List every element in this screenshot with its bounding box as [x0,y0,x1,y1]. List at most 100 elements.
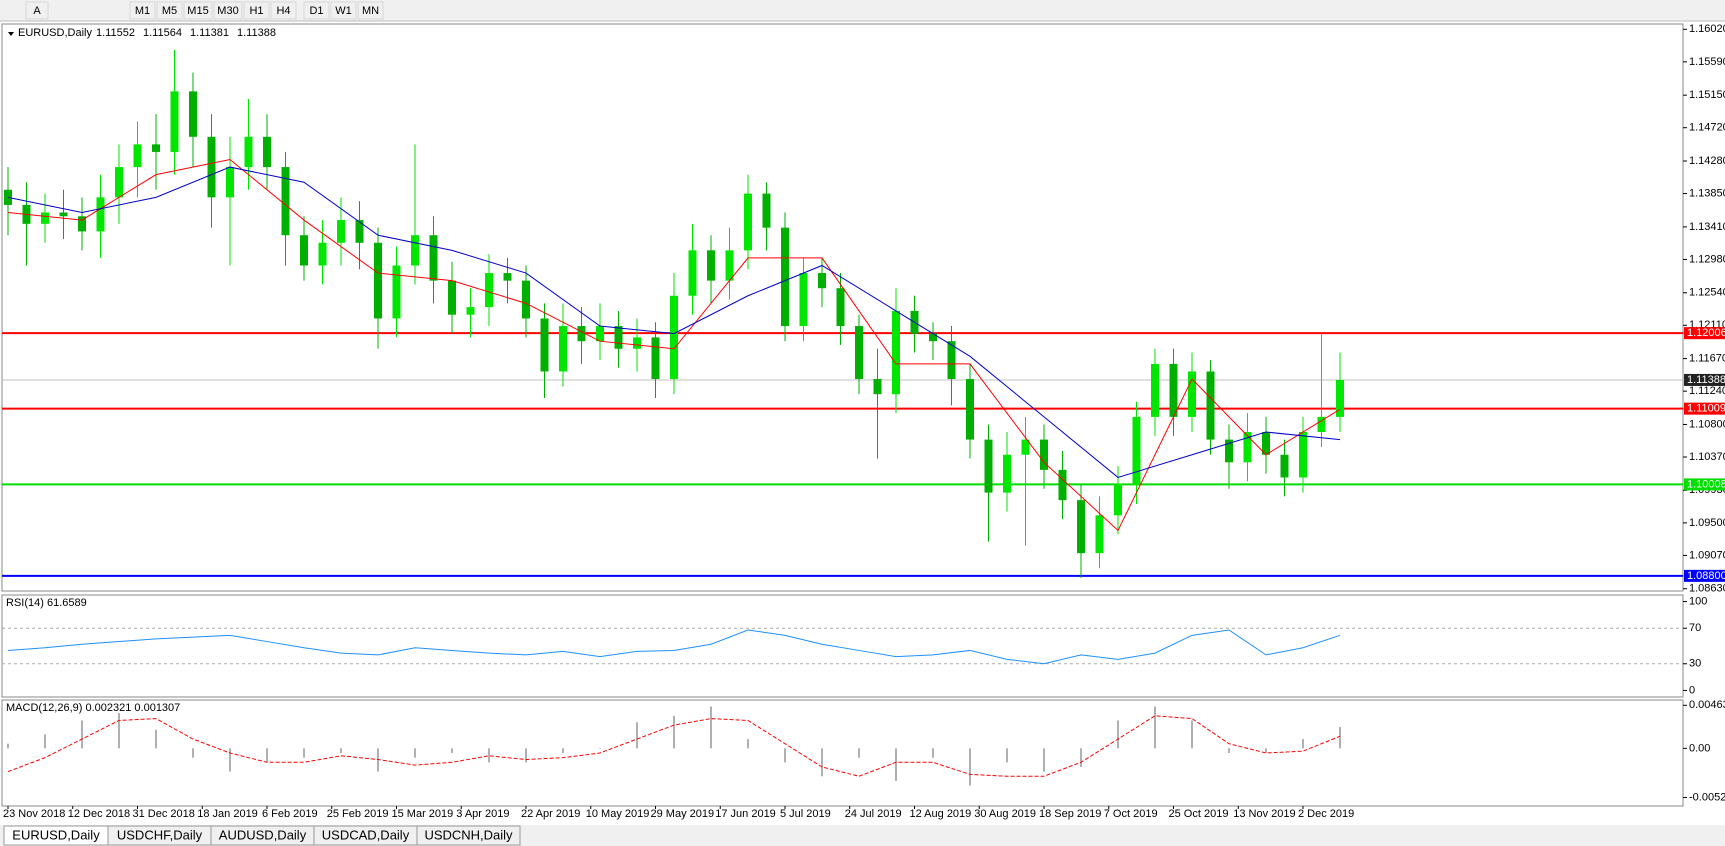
macd-title: MACD(12,26,9) 0.002321 0.001307 [6,702,180,714]
toolbar-button[interactable] [213,1,243,20]
tab[interactable] [416,825,521,846]
candle-body [503,273,512,281]
price-label-box [1684,478,1725,491]
macd-bar [266,748,268,763]
candle-body [1040,439,1048,470]
header-value: 1.11381 [190,27,229,39]
y-tick-label: -0.00529 [1689,791,1725,803]
macd-bar [1043,748,1045,772]
y-tick-label: 1.14720 [1689,122,1725,134]
macd-bar [1339,726,1341,749]
x-tick-label: 12 Dec 2018 [68,808,130,820]
candle-body [115,167,123,198]
toolbar-button-label[interactable]: W1 [335,5,352,17]
tab-label[interactable]: USDCAD,Daily [322,827,410,842]
candle-body [540,318,549,372]
toolbar-button-label[interactable]: D1 [309,5,323,17]
toolbar-button-label[interactable]: M5 [162,5,177,17]
x-tick-label: 6 Feb 2019 [262,808,318,820]
y-tick-label: 1.11670 [1689,353,1725,365]
macd-bar [673,715,675,749]
x-tick-label: 29 May 2019 [651,808,715,820]
macd-bar [784,748,786,763]
candle-body [577,326,586,342]
macd-bar [414,748,416,758]
price-label: 1.11388 [1687,374,1725,386]
candle-body [781,227,789,327]
y-tick-label: 1.13850 [1689,187,1725,199]
candle-body [1299,432,1307,478]
y-tick-label: 1.09070 [1689,549,1725,561]
candle-body [1280,454,1289,478]
candle-body [355,220,364,243]
toolbar-button[interactable] [243,1,270,20]
candle-body [651,337,660,380]
price-label-box [1684,569,1725,582]
y-tick-label: 100 [1689,595,1707,607]
macd-bar [895,748,897,781]
candle-body [1206,371,1215,440]
candle-body [300,235,308,266]
candle-body [1003,454,1011,493]
candle-body [836,288,845,327]
toolbar-button[interactable] [303,1,330,20]
macd-bar [340,748,342,753]
toolbar-button[interactable] [183,1,213,20]
price-label-box [1684,373,1725,386]
header-value: 1.11552 [96,27,135,39]
toolbar-button[interactable] [25,1,49,20]
toolbar-button-label[interactable]: MN [362,5,379,17]
y-tick-label: 0.00463 [1689,699,1725,711]
toolbar-button-label[interactable]: M30 [217,5,238,17]
candle-body [318,242,327,266]
candle-body [374,242,382,319]
candle-body [799,273,808,327]
toolbar-button[interactable] [330,1,357,20]
tab-label[interactable]: AUDUSD,Daily [219,827,307,842]
candle-body [670,295,678,380]
x-tick-label: 7 Oct 2019 [1104,808,1158,820]
candle-body [429,235,438,281]
toolbar-button[interactable] [129,1,156,20]
macd-bar [1080,748,1082,767]
candle-body [1132,416,1141,486]
toolbar-button-label[interactable]: A [33,5,41,17]
x-tick-label: 24 Jul 2019 [845,808,902,820]
candle-body [1095,515,1104,554]
macd-bar [1228,748,1230,753]
candle-body [1151,363,1159,417]
candle-body [744,193,752,251]
tab-label[interactable]: USDCHF,Daily [117,827,203,842]
tab-label[interactable]: EURUSD,Daily [12,827,100,842]
price-label-box [1684,402,1725,415]
toolbar-button-label[interactable]: H1 [249,5,263,17]
candle-body [96,197,105,232]
toolbar-button[interactable] [270,1,297,20]
candle-body [596,326,604,342]
y-tick-label: 30 [1689,658,1701,670]
tab-label[interactable]: USDCNH,Daily [424,827,513,842]
macd-bar [118,713,120,749]
candle-body [1243,432,1252,463]
candle-body [762,193,771,228]
toolbar-button[interactable] [357,1,384,20]
candle-body [1336,379,1344,417]
macd-bar [932,748,934,758]
candle-body [207,136,216,198]
toolbar-button-label[interactable]: M1 [135,5,150,17]
x-tick-label: 17 Jun 2019 [715,808,776,820]
candle-body [448,280,456,315]
macd-bar [858,748,860,758]
candle-body [855,326,863,380]
macd-bar [969,748,971,786]
x-tick-label: 3 Apr 2019 [456,808,509,820]
macd-bar [1302,739,1304,749]
candle-body [929,333,937,342]
toolbar-button-label[interactable]: M15 [187,5,208,17]
macd-bar [747,739,749,749]
menu-arrow[interactable] [8,32,14,36]
toolbar-button[interactable] [156,1,183,20]
rsi-panel [1,594,1684,698]
toolbar-button-label[interactable]: H4 [276,5,290,17]
x-tick-label: 23 Nov 2018 [3,808,65,820]
